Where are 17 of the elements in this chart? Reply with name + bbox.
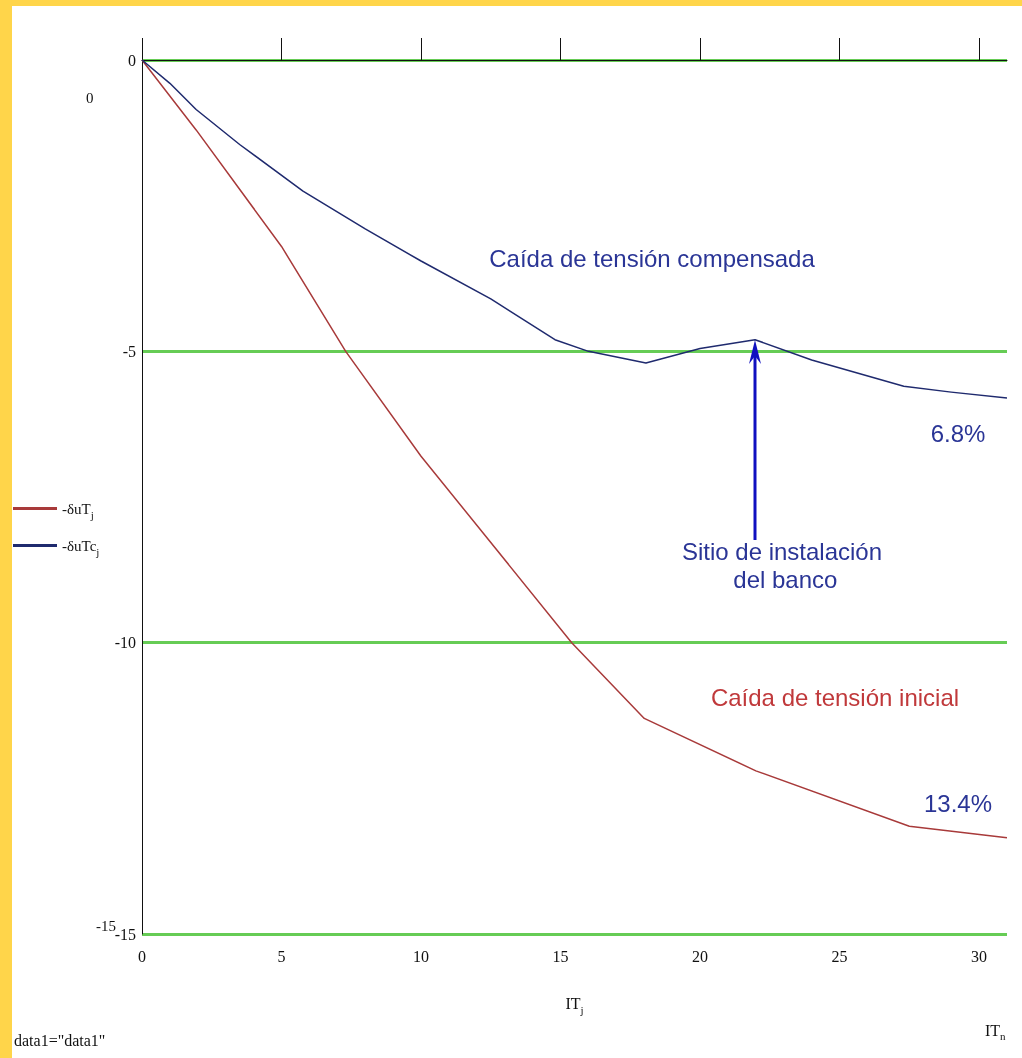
x-tick-label: 25 (831, 947, 848, 965)
annotation: 6.8% (930, 419, 986, 447)
annotation: Caída de tensión inicial (710, 683, 960, 711)
x-tick-label: 15 (552, 947, 569, 965)
annotation: 13.4% (923, 789, 993, 817)
y-tick-label: 0 (128, 51, 136, 69)
x-tick-label: 10 (413, 947, 430, 965)
y-tick-label: -5 (122, 342, 136, 360)
y-tick-label: -10 (114, 634, 136, 652)
text: 0 (86, 89, 94, 106)
x-tick-label: 5 (277, 947, 286, 965)
annotation: Caída de tensión compensada (489, 244, 816, 272)
x-tick-label: 30 (971, 947, 988, 965)
x-tick-label: 20 (692, 947, 709, 965)
text: data1="data1" (14, 1031, 106, 1049)
annotation: Sitio de instalación del banco (681, 537, 883, 593)
text: -15 (96, 917, 116, 934)
